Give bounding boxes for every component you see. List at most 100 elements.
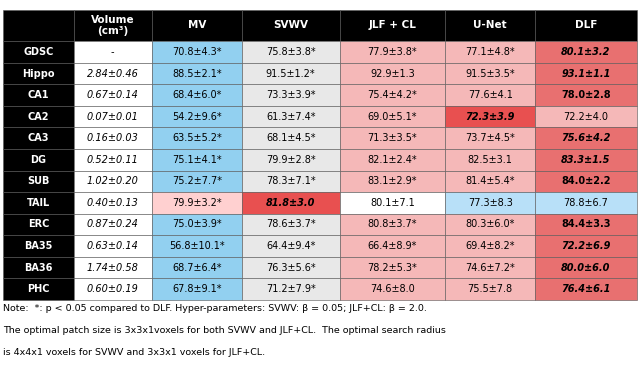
Bar (535, 257, 637, 278)
Text: 54.2±9.6*: 54.2±9.6* (172, 112, 221, 122)
Text: 77.3±8.3: 77.3±8.3 (468, 198, 513, 208)
Text: Hippo: Hippo (22, 69, 54, 79)
Bar (340, 170, 445, 192)
Bar (535, 149, 637, 170)
Text: DG: DG (30, 155, 46, 165)
Text: 91.5±3.5*: 91.5±3.5* (465, 69, 515, 79)
Text: 81.8±3.0: 81.8±3.0 (266, 198, 316, 208)
Bar (3, 170, 74, 192)
Bar (535, 63, 637, 84)
Bar (535, 192, 637, 214)
Text: 74.6±8.0: 74.6±8.0 (370, 284, 415, 294)
Text: BA36: BA36 (24, 262, 52, 272)
Bar (242, 149, 340, 170)
Bar (242, 257, 340, 278)
Text: Note:  *: p < 0.05 compared to DLF. Hyper-parameters: SVWV: β = 0.05; JLF+CL: β : Note: *: p < 0.05 compared to DLF. Hyper… (3, 304, 427, 313)
Text: 68.1±4.5*: 68.1±4.5* (266, 133, 316, 143)
Bar (152, 106, 242, 128)
Text: 75.2±7.7*: 75.2±7.7* (172, 176, 222, 186)
Bar (242, 128, 340, 149)
Text: 78.3±7.1*: 78.3±7.1* (266, 176, 316, 186)
Text: is 4x4x1 voxels for SVWV and 3x3x1 voxels for JLF+CL.: is 4x4x1 voxels for SVWV and 3x3x1 voxel… (3, 348, 266, 357)
Text: 0.52±0.11: 0.52±0.11 (87, 155, 139, 165)
Bar (74, 257, 152, 278)
Text: 0.87±0.24: 0.87±0.24 (87, 219, 139, 230)
Text: 88.5±2.1*: 88.5±2.1* (172, 69, 221, 79)
Bar (74, 84, 152, 106)
Bar (535, 106, 637, 128)
Text: U-Net: U-Net (474, 20, 507, 31)
Bar (445, 63, 535, 84)
Text: 61.3±7.4*: 61.3±7.4* (266, 112, 316, 122)
Text: 68.4±6.0*: 68.4±6.0* (172, 90, 221, 100)
Bar (152, 41, 242, 63)
Text: 78.8±6.7: 78.8±6.7 (563, 198, 609, 208)
Text: 77.6±4.1: 77.6±4.1 (468, 90, 513, 100)
Bar (152, 278, 242, 300)
Text: 56.8±10.1*: 56.8±10.1* (169, 241, 225, 251)
Text: 72.2±6.9: 72.2±6.9 (561, 241, 611, 251)
Bar (445, 170, 535, 192)
Text: 80.1±3.2: 80.1±3.2 (561, 47, 611, 57)
Text: JLF + CL: JLF + CL (369, 20, 416, 31)
Text: GDSC: GDSC (23, 47, 54, 57)
Text: 80.0±6.0: 80.0±6.0 (561, 262, 611, 272)
Bar (445, 214, 535, 235)
Text: 91.5±1.2*: 91.5±1.2* (266, 69, 316, 79)
Text: 78.2±5.3*: 78.2±5.3* (367, 262, 417, 272)
Text: 0.40±0.13: 0.40±0.13 (87, 198, 139, 208)
Text: 0.63±0.14: 0.63±0.14 (87, 241, 139, 251)
Bar (242, 63, 340, 84)
Bar (3, 278, 74, 300)
Bar (74, 10, 152, 41)
Text: 75.8±3.8*: 75.8±3.8* (266, 47, 316, 57)
Bar (74, 214, 152, 235)
Bar (445, 10, 535, 41)
Bar (152, 128, 242, 149)
Bar (74, 235, 152, 257)
Text: MV: MV (188, 20, 206, 31)
Text: 72.3±3.9: 72.3±3.9 (465, 112, 515, 122)
Text: 73.3±3.9*: 73.3±3.9* (266, 90, 316, 100)
Text: 84.4±3.3: 84.4±3.3 (561, 219, 611, 230)
Text: CA3: CA3 (28, 133, 49, 143)
Text: 71.3±3.5*: 71.3±3.5* (367, 133, 417, 143)
Text: 71.2±7.9*: 71.2±7.9* (266, 284, 316, 294)
Text: 92.9±1.3: 92.9±1.3 (370, 69, 415, 79)
Bar (74, 106, 152, 128)
Bar (340, 84, 445, 106)
Bar (340, 149, 445, 170)
Bar (535, 84, 637, 106)
Text: 78.6±3.7*: 78.6±3.7* (266, 219, 316, 230)
Bar (74, 128, 152, 149)
Text: 70.8±4.3*: 70.8±4.3* (172, 47, 221, 57)
Text: CA2: CA2 (28, 112, 49, 122)
Text: 72.2±4.0: 72.2±4.0 (563, 112, 609, 122)
Text: 83.1±2.9*: 83.1±2.9* (367, 176, 417, 186)
Text: 79.9±3.2*: 79.9±3.2* (172, 198, 221, 208)
Text: 1.74±0.58: 1.74±0.58 (87, 262, 139, 272)
Bar (74, 41, 152, 63)
Text: BA35: BA35 (24, 241, 52, 251)
Bar (242, 41, 340, 63)
Text: 81.4±5.4*: 81.4±5.4* (465, 176, 515, 186)
Text: 76.3±5.6*: 76.3±5.6* (266, 262, 316, 272)
Text: 73.7±4.5*: 73.7±4.5* (465, 133, 515, 143)
Bar (535, 278, 637, 300)
Bar (3, 149, 74, 170)
Bar (445, 128, 535, 149)
Text: 77.1±4.8*: 77.1±4.8* (465, 47, 515, 57)
Bar (152, 170, 242, 192)
Text: 77.9±3.8*: 77.9±3.8* (367, 47, 417, 57)
Text: 67.8±9.1*: 67.8±9.1* (172, 284, 221, 294)
Bar (3, 214, 74, 235)
Bar (242, 84, 340, 106)
Bar (340, 214, 445, 235)
Text: 84.0±2.2: 84.0±2.2 (561, 176, 611, 186)
Bar (445, 192, 535, 214)
Text: 0.16±0.03: 0.16±0.03 (87, 133, 139, 143)
Bar (3, 192, 74, 214)
Bar (535, 170, 637, 192)
Bar (3, 41, 74, 63)
Text: 83.3±1.5: 83.3±1.5 (561, 155, 611, 165)
